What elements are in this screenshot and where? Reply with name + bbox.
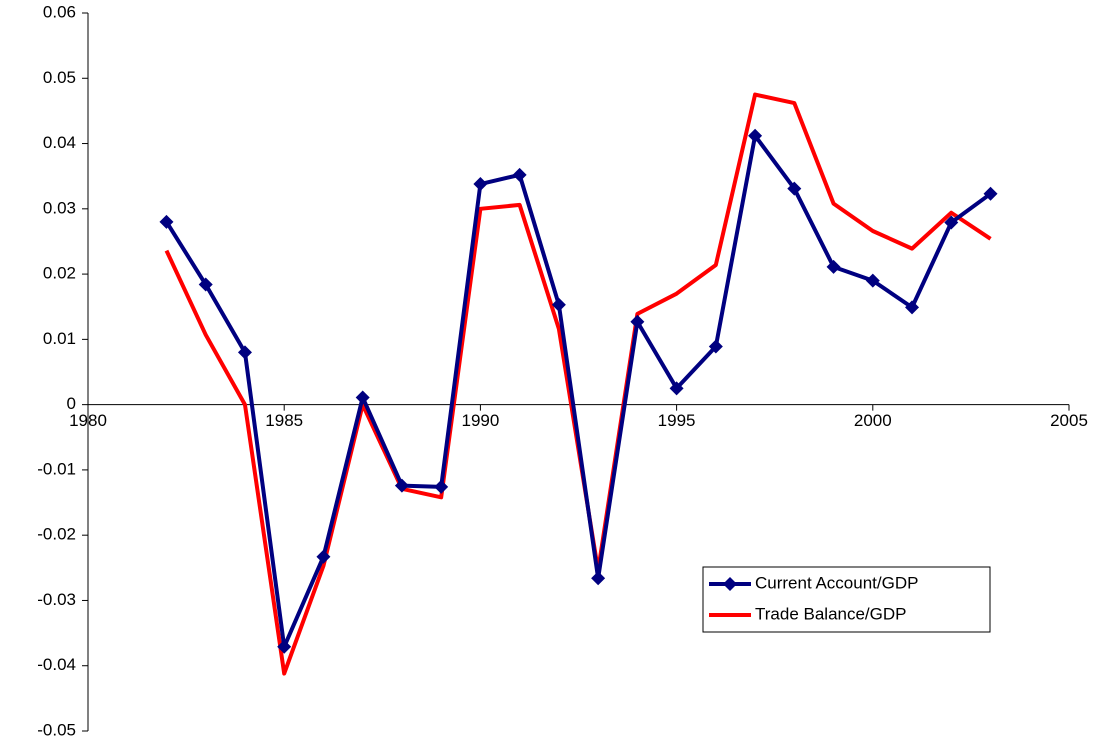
- data-point: [865, 273, 880, 288]
- data-point: [473, 177, 488, 192]
- data-point: [708, 339, 723, 354]
- x-tick-label: 1980: [69, 411, 107, 430]
- series-line: [164, 133, 992, 649]
- data-point: [983, 186, 998, 201]
- data-point: [551, 297, 566, 312]
- data-point: [944, 215, 959, 230]
- y-tick-label: -0.04: [37, 655, 76, 674]
- data-point: [316, 549, 331, 564]
- data-point: [159, 214, 174, 229]
- y-tick-label: -0.02: [37, 525, 76, 544]
- data-point: [434, 479, 449, 494]
- y-tick-label: -0.05: [37, 720, 76, 739]
- y-tick-label: 0.06: [43, 2, 76, 21]
- data-point: [512, 167, 527, 182]
- legend-label: Trade Balance/GDP: [755, 604, 907, 623]
- data-point: [198, 277, 213, 292]
- data-point: [905, 300, 920, 315]
- x-tick-label: 2005: [1050, 411, 1088, 430]
- y-tick-label: -0.01: [37, 459, 76, 478]
- data-point: [591, 571, 606, 586]
- data-point: [826, 259, 841, 274]
- data-point: [355, 390, 370, 405]
- legend-box: [702, 566, 991, 633]
- y-tick-label: 0.03: [43, 198, 76, 217]
- legend-marker: [723, 577, 737, 591]
- data-point: [669, 381, 684, 396]
- data-point: [787, 181, 802, 196]
- data-point: [630, 314, 645, 329]
- y-tick-label: 0: [67, 394, 76, 413]
- x-tick-label: 1990: [461, 411, 499, 430]
- data-point: [237, 345, 252, 360]
- x-tick-label: 2000: [854, 411, 892, 430]
- data-point: [394, 478, 409, 493]
- x-tick-label: 1985: [265, 411, 303, 430]
- data-point: [748, 128, 763, 143]
- y-tick-label: 0.01: [43, 329, 76, 348]
- y-tick-label: 0.04: [43, 133, 76, 152]
- y-tick-label: 0.05: [43, 68, 76, 87]
- y-tick-label: 0.02: [43, 264, 76, 283]
- legend-label: Current Account/GDP: [755, 573, 918, 592]
- y-tick-label: -0.03: [37, 590, 76, 609]
- x-tick-label: 1995: [658, 411, 696, 430]
- data-point: [277, 639, 292, 654]
